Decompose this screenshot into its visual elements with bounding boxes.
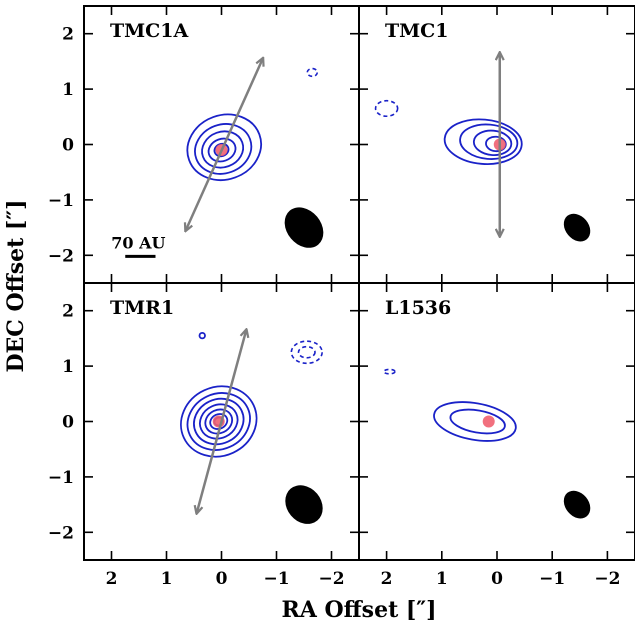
panel-tmc1 [374, 53, 591, 242]
peak-marker [482, 415, 495, 428]
y-tick-label: −1 [48, 191, 74, 211]
y-tick-label: −2 [48, 523, 74, 543]
x-tick-label: −1 [539, 569, 565, 589]
contour-line [198, 331, 206, 340]
contour-line [472, 129, 513, 156]
contour-line [459, 123, 519, 160]
y-tick-label: −1 [48, 468, 74, 488]
scale-bar-label: 70 AU [111, 233, 165, 252]
x-tick-label: 0 [491, 569, 503, 589]
beam-ellipse [284, 207, 324, 248]
x-tick-label: 1 [161, 569, 173, 589]
panel-l1536 [383, 368, 591, 519]
panel-frame [358, 282, 635, 561]
panel-label: TMC1 [385, 20, 449, 42]
negative-contour-line [383, 368, 396, 375]
x-tick-label: 0 [216, 569, 228, 589]
contour-line [449, 408, 506, 435]
negative-contour-line [297, 345, 316, 359]
panel-label: TMR1 [110, 297, 174, 319]
x-tick-label: 2 [106, 569, 118, 589]
outflow-arrow [197, 330, 247, 513]
panel-label: TMC1A [110, 20, 189, 42]
y-axis-title: DEC Offset [″] [3, 199, 29, 372]
y-tick-label: 0 [62, 136, 74, 156]
x-tick-label: 1 [436, 569, 448, 589]
x-tick-label: 2 [381, 569, 393, 589]
panel-tmc1a [125, 59, 324, 258]
y-tick-label: 1 [62, 357, 74, 377]
y-tick-label: −2 [48, 246, 74, 266]
negative-contour-line [374, 99, 399, 118]
x-tick-label: −2 [318, 569, 344, 589]
contour-line [433, 401, 517, 442]
negative-contour-line [306, 67, 318, 78]
x-tick-label: −1 [263, 569, 289, 589]
y-tick-label: 2 [62, 302, 74, 322]
x-axis-title: RA Offset [″] [281, 597, 436, 623]
beam-ellipse [563, 490, 591, 519]
plot-layer: 70 AU 2 1 0 −1 −2 TMC1A TMC1 2 1 0 −1 −2 2 1 0 −1 −2 TMR1 2… [48, 5, 635, 589]
panel-label: L1536 [385, 297, 451, 319]
negative-contour-line [290, 340, 323, 365]
x-tick-label: −2 [594, 569, 620, 589]
y-tick-label: 0 [62, 413, 74, 433]
panel-tmr1 [180, 330, 323, 524]
outflow-arrow [186, 59, 263, 231]
y-tick-label: 1 [62, 80, 74, 100]
beam-ellipse [285, 485, 323, 524]
beam-ellipse [563, 213, 591, 242]
y-tick-label: 2 [62, 25, 74, 45]
contour-line [443, 118, 523, 165]
